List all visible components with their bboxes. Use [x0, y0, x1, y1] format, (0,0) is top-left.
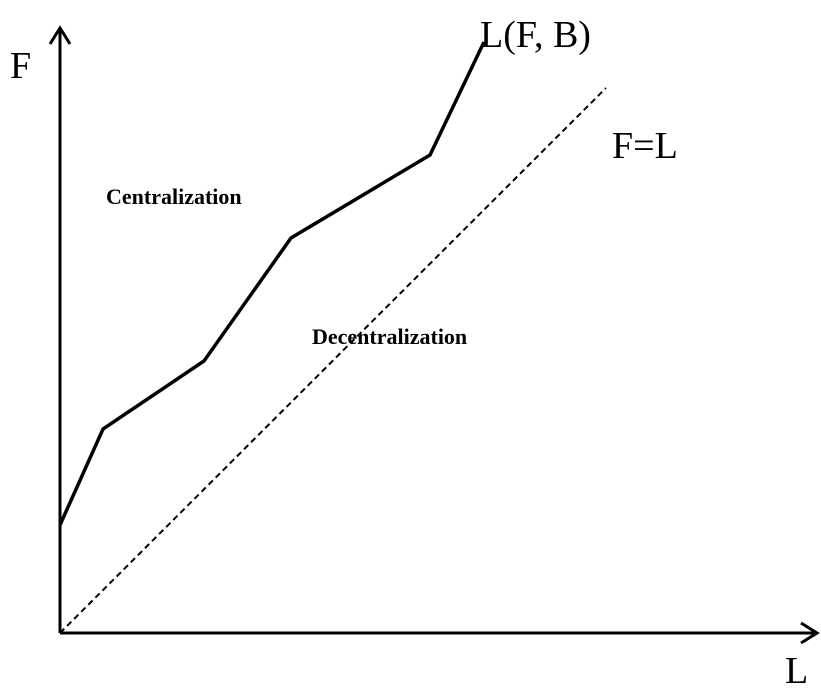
- dashed-label: F=L: [612, 125, 678, 167]
- x-axis-arrow: [800, 621, 820, 645]
- dashed-line: [59, 87, 607, 634]
- x-axis-label: L: [785, 650, 808, 689]
- solid-curve: [58, 41, 486, 526]
- y-axis-arrow: [48, 25, 72, 45]
- curve-label: L(F, B): [480, 14, 591, 56]
- y-axis-label: F: [10, 45, 31, 87]
- region-label: Decentralization: [312, 324, 467, 349]
- region-label: Centralization: [106, 184, 242, 209]
